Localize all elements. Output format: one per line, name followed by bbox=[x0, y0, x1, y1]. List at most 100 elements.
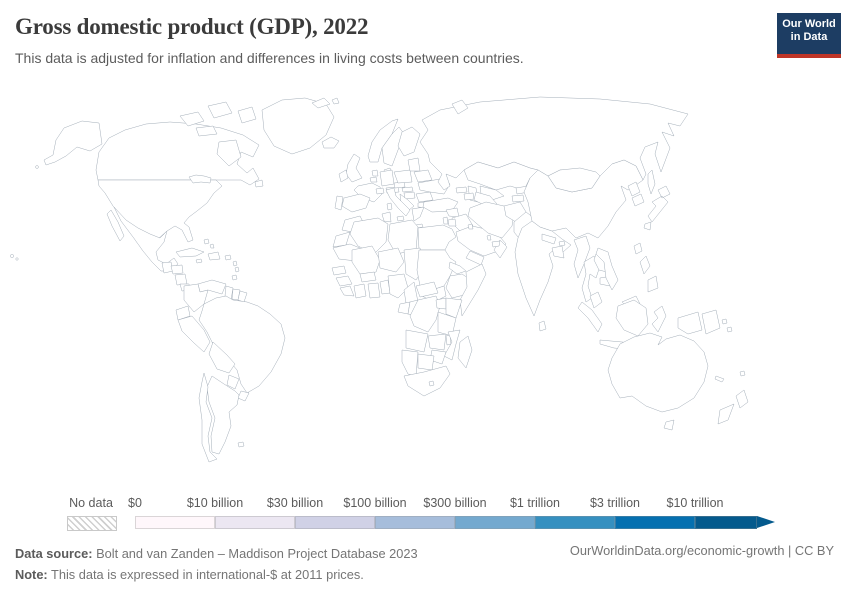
country-uganda[interactable] bbox=[435, 297, 447, 310]
country-taiwan[interactable] bbox=[633, 242, 643, 255]
country-peru[interactable] bbox=[177, 315, 211, 353]
country-kenya[interactable] bbox=[445, 297, 463, 319]
country-spain[interactable] bbox=[341, 193, 371, 213]
country-norway[interactable] bbox=[367, 118, 399, 163]
country-ecuador[interactable] bbox=[175, 305, 191, 321]
legend-segment-8[interactable] bbox=[695, 516, 757, 529]
country-angola[interactable] bbox=[405, 329, 429, 353]
legend-segment-1[interactable] bbox=[135, 516, 215, 529]
country-sudan[interactable] bbox=[416, 249, 457, 291]
country-ghana[interactable] bbox=[367, 282, 381, 299]
country-baltics[interactable] bbox=[407, 157, 421, 172]
country-guinea[interactable] bbox=[335, 275, 353, 287]
country-new-zealand[interactable] bbox=[717, 389, 749, 425]
country-bahamas[interactable] bbox=[203, 238, 215, 249]
country-slovakia[interactable] bbox=[401, 186, 414, 193]
country-burkina-faso[interactable] bbox=[359, 271, 377, 283]
country-italy[interactable] bbox=[385, 187, 411, 222]
country-mexico-baja[interactable] bbox=[106, 209, 125, 242]
country-philippines[interactable] bbox=[639, 255, 659, 293]
country-germany[interactable] bbox=[379, 169, 395, 187]
country-south-korea[interactable] bbox=[631, 193, 645, 207]
country-uruguay[interactable] bbox=[237, 390, 250, 402]
country-france[interactable] bbox=[353, 182, 383, 203]
legend-segment-3[interactable] bbox=[295, 516, 375, 529]
country-qatar[interactable] bbox=[486, 234, 492, 241]
country-svalbard[interactable] bbox=[311, 97, 340, 109]
country-somalia[interactable] bbox=[459, 263, 487, 317]
country-usa-hawaii[interactable] bbox=[10, 254, 14, 258]
country-iceland[interactable] bbox=[321, 136, 340, 149]
country-madagascar[interactable] bbox=[457, 335, 473, 369]
country-israel[interactable] bbox=[442, 216, 449, 225]
country-japan[interactable] bbox=[643, 185, 671, 231]
country-belarus[interactable] bbox=[413, 169, 433, 183]
country-myanmar[interactable] bbox=[573, 235, 591, 279]
world-map[interactable] bbox=[0, 90, 850, 490]
country-mongolia[interactable] bbox=[547, 167, 601, 193]
country-belgium[interactable] bbox=[369, 176, 378, 183]
country-colombia[interactable] bbox=[183, 283, 209, 313]
country-brazil[interactable] bbox=[198, 295, 286, 394]
country-usa-aleutians[interactable] bbox=[35, 165, 39, 169]
country-niger[interactable] bbox=[377, 247, 405, 273]
country-bolivia[interactable] bbox=[208, 341, 236, 374]
country-bhutan[interactable] bbox=[558, 240, 566, 247]
legend-segment-6[interactable] bbox=[535, 516, 615, 529]
country-sierra-leone-liberia[interactable] bbox=[339, 285, 355, 297]
country-nigeria[interactable] bbox=[387, 273, 409, 299]
country-tajikistan[interactable] bbox=[511, 194, 525, 203]
country-chile[interactable] bbox=[198, 372, 218, 463]
country-vietnam[interactable] bbox=[595, 247, 619, 291]
country-trinidad[interactable] bbox=[231, 274, 238, 281]
country-fiji[interactable] bbox=[739, 370, 746, 377]
footer-link[interactable]: OurWorldinData.org/economic-growth | CC … bbox=[569, 543, 834, 558]
legend-segment-5[interactable] bbox=[455, 516, 535, 529]
country-nepal[interactable] bbox=[541, 233, 557, 245]
country-egypt[interactable] bbox=[417, 224, 457, 251]
country-usa-hawaii2[interactable] bbox=[15, 257, 19, 261]
country-south-africa[interactable] bbox=[403, 365, 451, 397]
country-finland[interactable] bbox=[397, 126, 421, 157]
legend-segment-7[interactable] bbox=[615, 516, 695, 529]
country-papua-new-guinea[interactable] bbox=[701, 309, 721, 335]
country-uk[interactable] bbox=[345, 153, 363, 183]
country-puerto-rico[interactable] bbox=[224, 254, 232, 261]
country-mozambique[interactable] bbox=[443, 329, 461, 361]
country-russia-sakhalin[interactable] bbox=[647, 169, 656, 195]
country-canada-newfoundland[interactable] bbox=[254, 179, 264, 188]
country-senegal[interactable] bbox=[331, 265, 347, 276]
legend-segment-2[interactable] bbox=[215, 516, 295, 529]
country-kuwait[interactable] bbox=[467, 223, 474, 230]
country-mali[interactable] bbox=[351, 245, 381, 275]
country-greenland[interactable] bbox=[261, 97, 335, 155]
country-algeria[interactable] bbox=[349, 217, 389, 255]
country-central-african-republic[interactable] bbox=[415, 281, 439, 298]
country-netherlands[interactable] bbox=[371, 169, 379, 177]
country-uae[interactable] bbox=[491, 240, 501, 248]
country-hispaniola[interactable] bbox=[207, 251, 221, 261]
country-cuba[interactable] bbox=[175, 247, 205, 258]
country-russia-novaya-zemlya[interactable] bbox=[451, 99, 469, 115]
country-nicaragua[interactable] bbox=[174, 273, 188, 286]
country-iran[interactable] bbox=[467, 201, 515, 239]
country-namibia[interactable] bbox=[401, 349, 419, 377]
country-ireland[interactable] bbox=[338, 169, 349, 183]
country-jordan[interactable] bbox=[447, 218, 457, 227]
country-eritrea[interactable] bbox=[448, 261, 467, 275]
country-cote-divoire[interactable] bbox=[353, 283, 367, 299]
country-lesser-antilles[interactable] bbox=[232, 260, 240, 273]
country-usa-alaska[interactable] bbox=[43, 120, 103, 166]
country-solomon-islands[interactable] bbox=[721, 318, 733, 333]
country-jamaica[interactable] bbox=[195, 258, 203, 264]
country-poland[interactable] bbox=[393, 169, 413, 184]
country-botswana[interactable] bbox=[417, 353, 435, 371]
country-argentina[interactable] bbox=[206, 375, 240, 455]
country-australia[interactable] bbox=[607, 332, 709, 413]
country-falkland[interactable] bbox=[237, 441, 245, 448]
country-romania[interactable] bbox=[415, 191, 434, 203]
country-honduras[interactable] bbox=[170, 264, 184, 275]
country-canada-arctic-islands[interactable] bbox=[179, 101, 257, 137]
country-georgia[interactable] bbox=[455, 186, 468, 194]
country-switzerland[interactable] bbox=[375, 187, 385, 195]
